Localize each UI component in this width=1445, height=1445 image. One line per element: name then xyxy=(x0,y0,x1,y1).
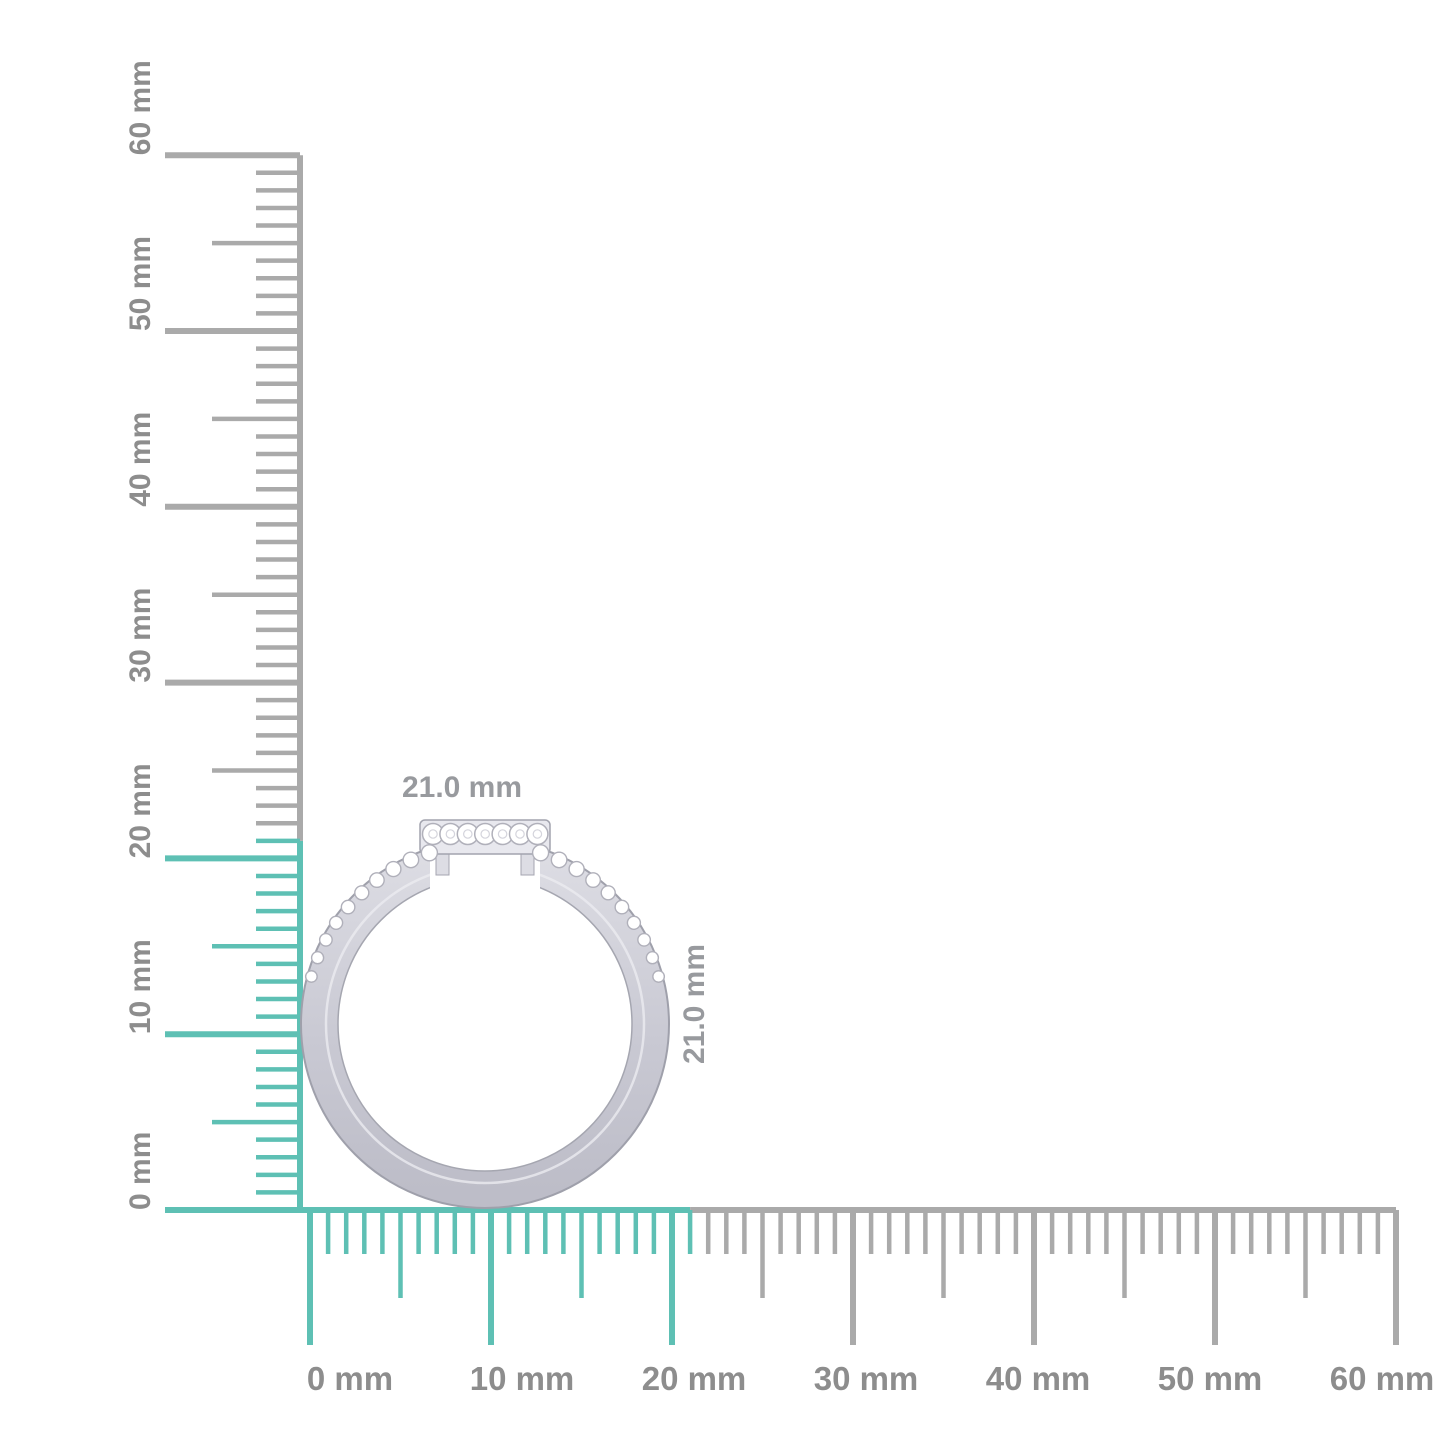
v-ruler-label: 20 mm xyxy=(124,763,157,858)
head-diamond-facet xyxy=(462,829,473,839)
pave-left xyxy=(304,844,439,983)
head-diamond xyxy=(526,822,549,846)
pave-diamond xyxy=(368,872,385,889)
pave-diamond xyxy=(385,860,402,878)
head-diamond-facet xyxy=(532,829,543,839)
h-ruler-label: 10 mm xyxy=(470,1360,575,1397)
pave-diamond xyxy=(637,932,652,947)
pave-diamond xyxy=(310,951,325,965)
head-diamond-facet xyxy=(515,829,525,839)
pave-diamond xyxy=(568,860,585,878)
head-diamond-facet xyxy=(480,829,490,839)
pave-diamond xyxy=(550,851,568,869)
pave-right xyxy=(531,844,666,983)
ring-head xyxy=(419,819,551,855)
pave-diamond xyxy=(328,915,344,930)
pave-diamond xyxy=(340,899,356,915)
head-diamond-facet xyxy=(497,829,508,839)
vertical-ruler: 0 mm 10 mm 20 mm 30 mm 40 mm 50 mm 60 mm xyxy=(124,60,303,1213)
pave-diamond xyxy=(402,851,420,869)
head-diamond-facet xyxy=(428,829,438,839)
horizontal-ruler: 0 mm 10 mm 20 mm 30 mm 40 mm 50 mm 60 mm xyxy=(300,1207,1435,1397)
pave-diamond xyxy=(600,885,616,901)
head-stones xyxy=(421,822,549,846)
h-ruler-label: 50 mm xyxy=(1158,1360,1263,1397)
width-measurement-label: 21.0 mm xyxy=(402,771,522,804)
ring-inner-edge xyxy=(337,876,633,1172)
h-ruler-label: 30 mm xyxy=(814,1360,919,1397)
ring-band xyxy=(301,840,669,1208)
v-ruler-label: 30 mm xyxy=(124,588,157,683)
v-ruler-label: 10 mm xyxy=(124,939,157,1034)
pave-diamond xyxy=(626,915,642,930)
pave-diamond xyxy=(585,872,602,889)
pave-diamond xyxy=(420,844,439,862)
h-ruler-label: 0 mm xyxy=(307,1360,393,1397)
h-ruler-label: 60 mm xyxy=(1330,1360,1435,1397)
v-ruler-label: 0 mm xyxy=(124,1132,157,1210)
pave-diamond xyxy=(304,970,318,983)
v-ruler-label: 40 mm xyxy=(124,412,157,507)
v-ruler-label: 50 mm xyxy=(124,236,157,331)
head-diamond-facet xyxy=(445,829,456,839)
h-ruler-label: 40 mm xyxy=(986,1360,1091,1397)
pave-diamond xyxy=(354,885,370,901)
pave-diamond xyxy=(318,932,333,947)
pave-diamond xyxy=(645,951,660,965)
pave-diamond xyxy=(614,899,630,915)
ring-illustration xyxy=(300,819,670,1209)
h-ruler-label: 20 mm xyxy=(642,1360,747,1397)
pave-diamond xyxy=(652,970,666,983)
v-ruler-label: 60 mm xyxy=(124,60,157,155)
pave-diamond xyxy=(531,844,550,862)
height-measurement-label: 21.0 mm xyxy=(678,944,711,1064)
